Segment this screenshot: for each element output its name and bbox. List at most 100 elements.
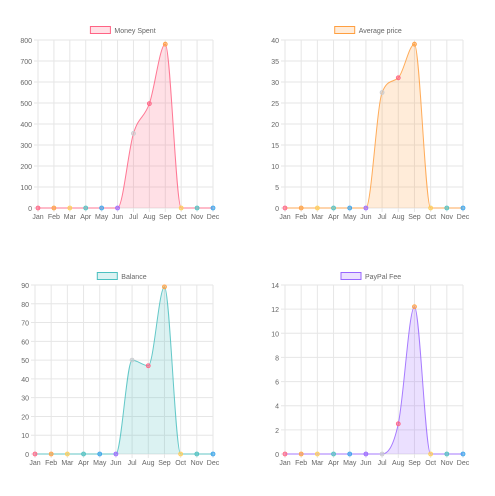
data-point [460, 205, 466, 211]
data-point [444, 205, 450, 211]
x-tick-label: Jul [128, 460, 137, 467]
x-tick-label: Nov [441, 214, 454, 221]
y-tick-label: 8 [275, 355, 279, 362]
x-tick-label: Sep [158, 460, 171, 467]
y-tick-label: 30 [271, 80, 279, 87]
x-tick-label: Dec [457, 460, 470, 467]
series-line [284, 306, 463, 455]
y-tick-label: 2 [275, 428, 279, 435]
x-tick-label: Oct [175, 460, 186, 467]
data-point [347, 451, 353, 457]
y-tick-label: 50 [21, 358, 29, 365]
x-tick-label: Mar [311, 214, 324, 221]
y-tick-label: 25 [271, 101, 279, 108]
data-point [178, 451, 184, 457]
data-point [363, 205, 369, 211]
x-tick-label: Apr [80, 214, 92, 221]
data-point [331, 451, 336, 457]
x-tick-label: Jan [32, 214, 43, 221]
x-tick-label: Oct [425, 214, 436, 221]
data-point [129, 357, 135, 363]
data-point [314, 451, 320, 457]
data-point [178, 205, 184, 211]
data-point [331, 205, 336, 211]
y-tick-label: 0 [275, 206, 279, 213]
x-tick-label: Apr [78, 460, 90, 467]
data-point [282, 451, 288, 457]
y-tick-label: 40 [21, 377, 29, 384]
x-tick-label: Sep [408, 214, 421, 221]
legend-swatch [89, 26, 111, 34]
series-area [285, 44, 463, 209]
data-point [412, 304, 417, 310]
x-tick-label: Dec [207, 214, 220, 221]
x-tick-label: Apr [328, 460, 340, 467]
y-tick-label: 80 [21, 302, 29, 309]
legend-label: Balance [121, 274, 146, 281]
y-tick-label: 12 [271, 307, 279, 314]
data-point [113, 451, 119, 457]
chart-4: 0 2 4 6 8 10 12 14 Jan Feb Mar Apr May Jun Jul Aug Sep Oc… [271, 272, 470, 467]
data-point [298, 451, 304, 457]
data-point [210, 205, 216, 211]
data-point [162, 284, 167, 290]
y-tick-label: 0 [275, 452, 279, 459]
legend-label: PayPal Fee [365, 274, 401, 281]
x-tick-label: Nov [191, 460, 204, 467]
data-point [64, 451, 70, 457]
data-point [99, 205, 105, 211]
x-tick-label: Jan [279, 214, 290, 221]
data-point [81, 451, 86, 457]
data-point [146, 101, 152, 107]
data-point [428, 205, 434, 211]
x-tick-label: Nov [441, 460, 454, 467]
x-tick-label: Jul [129, 214, 138, 221]
x-tick-label: Nov [191, 214, 204, 221]
x-tick-label: Feb [48, 214, 60, 221]
x-tick-label: Jul [378, 460, 387, 467]
data-point [162, 41, 168, 47]
x-tick-label: May [343, 214, 357, 221]
x-tick-label: Jul [378, 214, 387, 221]
data-point [460, 451, 466, 457]
data-point [48, 451, 54, 457]
x-tick-label: Mar [311, 460, 324, 467]
x-tick-label: Dec [207, 460, 220, 467]
y-tick-label: 100 [20, 185, 32, 192]
y-tick-label: 400 [20, 122, 32, 129]
data-point [67, 205, 73, 211]
x-tick-label: Apr [328, 214, 340, 221]
series-area [35, 286, 213, 454]
y-tick-label: 300 [20, 143, 32, 150]
data-point [194, 205, 200, 211]
legend-swatch [340, 272, 362, 280]
y-tick-label: 10 [271, 331, 279, 338]
y-tick-label: 0 [28, 206, 32, 213]
y-tick-label: 5 [275, 185, 279, 192]
y-tick-label: 200 [20, 164, 32, 171]
y-tick-label: 4 [275, 404, 279, 411]
data-point [379, 451, 385, 457]
chart-3: 0 10 20 30 40 50 60 70 80 90 Jan Feb Mar Apr May Jun Jul… [21, 272, 220, 467]
legend-swatch [96, 272, 118, 280]
y-tick-label: 10 [271, 164, 279, 171]
y-tick-label: 15 [271, 143, 279, 150]
y-tick-label: 40 [271, 38, 279, 45]
y-tick-label: 30 [21, 396, 29, 403]
data-point [32, 451, 38, 457]
x-tick-label: Feb [295, 460, 307, 467]
x-tick-label: Oct [176, 214, 187, 221]
x-tick-label: Aug [392, 460, 405, 467]
data-point [412, 41, 417, 47]
x-tick-label: Jan [279, 460, 290, 467]
x-tick-label: Sep [408, 460, 421, 467]
y-tick-label: 600 [20, 80, 32, 87]
x-tick-label: May [343, 460, 357, 467]
y-tick-label: 35 [271, 59, 279, 66]
x-tick-label: May [93, 460, 107, 467]
y-tick-label: 20 [21, 414, 29, 421]
x-tick-label: Feb [295, 214, 307, 221]
x-tick-label: Jun [360, 460, 371, 467]
data-point [282, 205, 288, 211]
